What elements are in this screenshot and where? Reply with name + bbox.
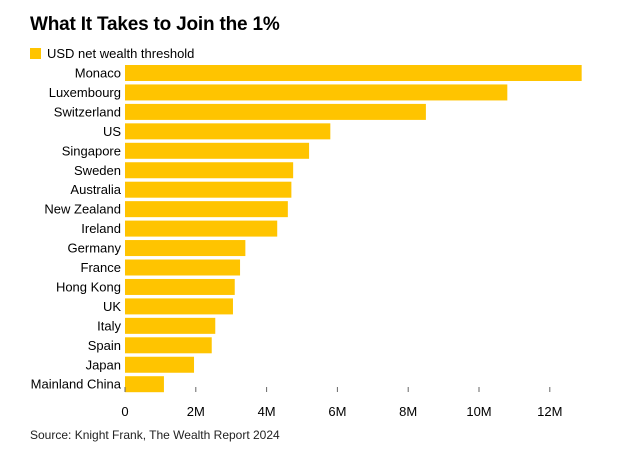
category-label: Spain [88,338,121,353]
bar [125,181,292,198]
bar [125,201,288,218]
category-label: Australia [70,182,121,197]
category-label: US [103,124,121,139]
bar [125,356,195,373]
bar [125,103,426,120]
bar [125,220,278,237]
category-label: Monaco [75,66,121,81]
x-tick-label: 4M [258,404,276,419]
category-label: Hong Kong [56,279,121,294]
category-label: Germany [68,241,122,256]
x-tick-label: 12M [537,404,562,419]
bar [125,317,216,334]
bar [125,278,235,295]
bar [125,162,294,179]
category-label: Japan [86,357,121,372]
bar [125,298,233,315]
source-note: Source: Knight Frank, The Wealth Report … [30,428,280,442]
bar [125,65,582,81]
bar [125,376,164,393]
x-tick-label: 6M [328,404,346,419]
x-tick-label: 2M [187,404,205,419]
bar [125,123,331,140]
bar [125,337,212,354]
category-label: Ireland [81,221,121,236]
x-tick-label: 0 [121,404,128,419]
x-tick-label: 10M [466,404,491,419]
category-label: Luxembourg [49,85,121,100]
chart-title: What It Takes to Join the 1% [30,14,280,35]
legend: USD net wealth threshold [30,44,194,62]
category-label: Singapore [62,143,121,158]
category-label: France [81,260,121,275]
legend-label: USD net wealth threshold [47,45,195,61]
bar [125,259,241,276]
legend-swatch [30,47,41,59]
category-label: New Zealand [44,202,121,217]
category-label: UK [103,299,121,314]
category-label: Mainland China [31,377,122,392]
bar [125,142,310,159]
category-label: Sweden [74,163,121,178]
bar [125,84,508,101]
category-label: Italy [97,318,121,333]
bar [125,240,246,257]
category-label: Switzerland [54,104,121,119]
x-tick-label: 8M [399,404,417,419]
